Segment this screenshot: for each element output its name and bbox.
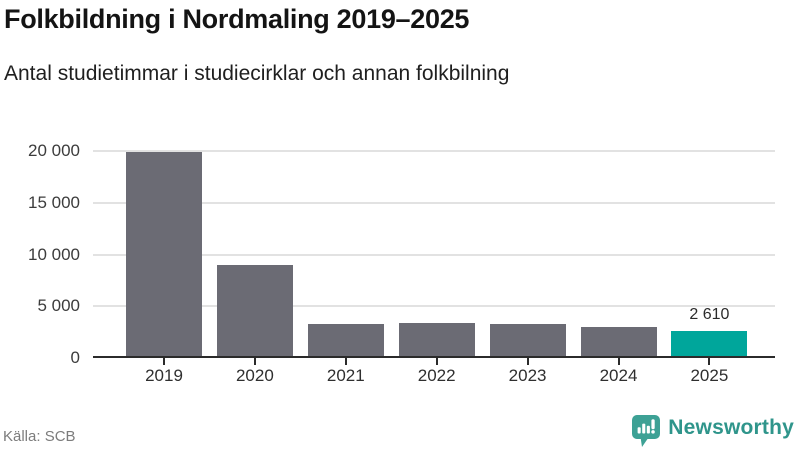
gridline-15000 (93, 201, 775, 204)
x-axis-label-2023: 2023 (508, 366, 547, 385)
bar-2021 (307, 324, 384, 358)
x-axis-label-2020: 2020 (235, 366, 274, 385)
x-axis-tick-2025 (708, 358, 711, 365)
gridline-20000 (93, 150, 775, 152)
chart-subtitle: Antal studietimmar i studiecirklar och a… (4, 62, 510, 85)
x-axis-tick-2021 (344, 358, 347, 365)
source-note: Källa: SCB (3, 428, 76, 445)
newsworthy-logo-icon (631, 414, 661, 448)
x-axis-tick-2024 (617, 358, 620, 365)
y-axis-label: 5 000 (37, 296, 80, 316)
x-axis-tick-2020 (253, 358, 256, 365)
newsworthy-wordmark: Newsworthy (668, 416, 794, 439)
gridline-5000 (93, 305, 775, 308)
x-axis-tick-2019 (163, 358, 165, 365)
x-axis-label-2024: 2024 (599, 366, 638, 385)
x-axis-label-2025: 2025 (690, 366, 729, 385)
gridline-10000 (93, 253, 775, 256)
x-axis-label-2019: 2019 (145, 366, 183, 385)
y-axis-label: 15 000 (28, 192, 80, 212)
x-axis-label-2021: 2021 (326, 366, 365, 385)
y-axis-label: 0 (70, 348, 80, 367)
x-axis-tick-2023 (526, 358, 529, 365)
bar-2025 (671, 330, 748, 358)
bar-2023 (489, 323, 566, 358)
x-axis-label-2022: 2022 (417, 366, 456, 385)
chart-title: Folkbildning i Nordmaling 2019–2025 (4, 4, 470, 34)
bar-2022 (398, 322, 475, 358)
x-axis-line (93, 356, 775, 358)
data-label-2025: 2 610 (689, 305, 730, 323)
bar-2020 (216, 265, 293, 358)
newsworthy-logo[interactable]: Newsworthy (631, 414, 794, 448)
bar-2019 (126, 151, 202, 358)
y-axis-label: 20 000 (28, 141, 80, 160)
x-axis-tick-2022 (435, 358, 438, 365)
y-axis-label: 10 000 (28, 244, 80, 264)
bar-2024 (580, 327, 657, 358)
